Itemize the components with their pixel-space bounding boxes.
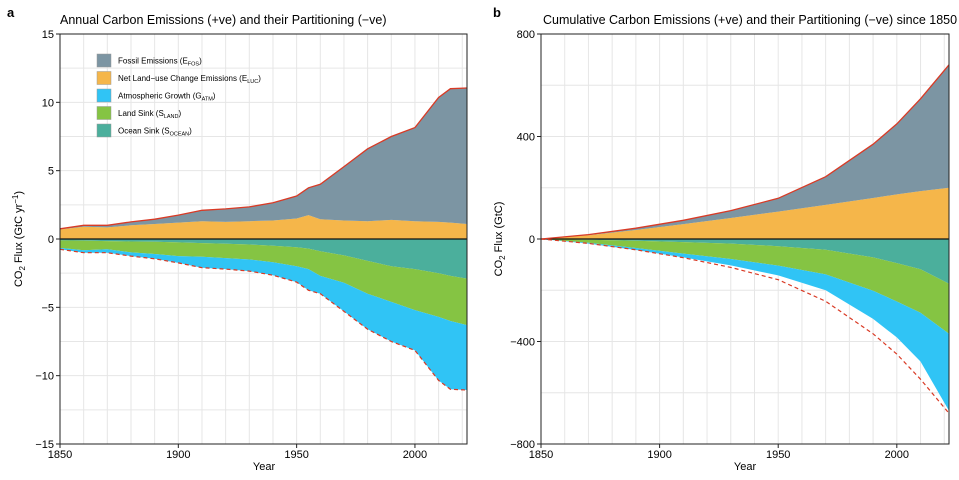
panel-a-y-label: CO2 Flux (GtC yr−1)	[11, 191, 27, 287]
legend-swatch	[96, 88, 112, 103]
panel-a-x-ticks: 1850 1900 1950 2000	[48, 444, 427, 461]
y-tick-label: 0	[48, 234, 54, 246]
x-tick-label: 2000	[885, 449, 909, 461]
legend-entry: Atmospheric Growth (GATM)	[118, 92, 216, 103]
area-land-sink-s-land	[541, 239, 949, 334]
area-atmospheric-growth-g-atm	[541, 239, 949, 411]
panel-b-title: Cumulative Carbon Emissions (+ve) and th…	[543, 13, 957, 27]
area-ocean-sink-s-ocean	[60, 239, 467, 279]
panel-b-areas	[541, 64, 949, 411]
panel-b: b Cumulative Carbon Emissions (+ve) and …	[493, 5, 957, 473]
panel-a: a Annual Carbon Emissions (+ve) and thei…	[7, 5, 468, 473]
x-tick-label: 1950	[284, 449, 308, 461]
legend-swatch	[96, 53, 112, 68]
y-tick-label: −5	[41, 302, 54, 314]
panel-a-x-label: Year	[253, 461, 276, 473]
area-ocean-sink-s-ocean	[541, 239, 949, 284]
panel-a-title: Annual Carbon Emissions (+ve) and their …	[60, 13, 387, 27]
y-tick-label: −15	[35, 439, 54, 451]
x-tick-label: 1950	[766, 449, 790, 461]
x-tick-label: 1900	[166, 449, 190, 461]
y-tick-label: 10	[42, 97, 54, 109]
total-emissions-line	[59, 87, 468, 230]
total-emissions-line	[540, 64, 950, 240]
panel-b-x-ticks: 1850 1900 1950 2000	[529, 444, 909, 461]
budget-imbalance-line	[540, 238, 950, 414]
x-tick-label: 1850	[48, 449, 72, 461]
x-tick-label: 2000	[403, 449, 427, 461]
y-tick-label: 0	[529, 234, 535, 246]
panel-b-letter: b	[493, 5, 501, 20]
y-tick-label: 5	[48, 166, 54, 178]
panel-b-lines	[540, 64, 950, 414]
panel-a-areas	[60, 88, 467, 390]
panel-a-legend: Fossil Emissions (EFOS) Net Land−use Chan…	[96, 53, 261, 138]
legend-entry: Ocean Sink (SOCEAN)	[118, 127, 192, 138]
y-tick-label: 400	[517, 132, 535, 144]
legend-entry: Land Sink (SLAND)	[118, 109, 181, 120]
panel-b-y-ticks: −800 −400 0 400 800	[510, 29, 541, 451]
y-tick-label: −400	[510, 337, 535, 349]
legend-entry: Fossil Emissions (EFOS)	[118, 57, 202, 68]
x-tick-label: 1850	[529, 449, 553, 461]
panel-a-lines	[59, 87, 468, 391]
area-net-land-use-change-emissions-e-luc	[541, 187, 949, 239]
y-tick-label: 15	[42, 29, 54, 41]
legend-swatch	[96, 106, 112, 120]
y-tick-label: 800	[517, 29, 535, 41]
area-atmospheric-growth-g-atm	[60, 247, 467, 390]
budget-imbalance-line	[59, 248, 468, 391]
area-land-sink-s-land	[60, 240, 467, 326]
panel-a-y-ticks: −15 −10 −5 0 5 10 15	[35, 29, 60, 451]
x-tick-label: 1900	[647, 449, 671, 461]
area-fossil-emissions-e-fos	[60, 88, 467, 230]
area-net-land-use-change-emissions-e-luc	[60, 215, 467, 239]
panel-b-x-label: Year	[734, 461, 757, 473]
y-tick-label: −800	[510, 439, 535, 451]
y-tick-label: −10	[35, 371, 54, 383]
panel-b-y-label: CO2 Flux (GtC)	[493, 202, 507, 277]
area-fossil-emissions-e-fos	[541, 64, 949, 239]
legend-swatch	[96, 123, 112, 138]
legend-entry: Net Land−use Change Emissions (ELUC)	[118, 74, 261, 85]
legend-swatch	[96, 71, 112, 85]
panel-a-letter: a	[7, 5, 15, 20]
